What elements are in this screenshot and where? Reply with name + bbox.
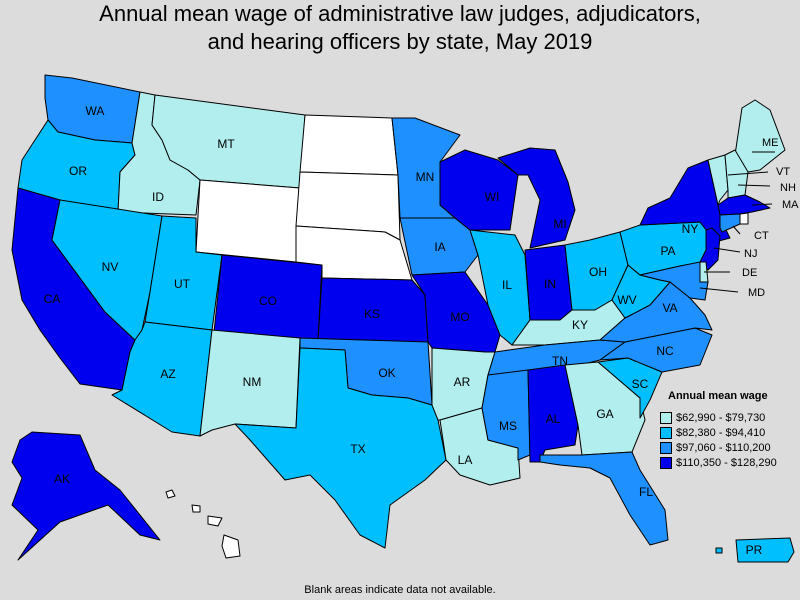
state-vt[interactable] — [707, 154, 729, 206]
state-label-wv: WV — [617, 293, 636, 307]
state-label-az: AZ — [160, 367, 175, 381]
map-legend: Annual mean wage $62,990 - $79,730 $82,38… — [660, 390, 800, 470]
state-label-in: IN — [544, 277, 556, 291]
legend-title: Annual mean wage — [668, 390, 768, 402]
state-ct[interactable] — [719, 213, 741, 233]
state-label-al: AL — [546, 412, 561, 426]
state-label-ct: CT — [754, 230, 769, 242]
state-ak[interactable] — [11, 431, 161, 561]
state-wy[interactable] — [195, 179, 301, 263]
legend-item: $62,990 - $79,730 — [660, 410, 800, 425]
state-label-ma: MA — [782, 199, 799, 211]
state-tx[interactable] — [234, 347, 447, 549]
state-nd[interactable] — [299, 114, 399, 176]
footnote: Blank areas indicate data not available. — [304, 584, 496, 596]
state-label-me: ME — [762, 137, 779, 149]
state-nj[interactable] — [699, 227, 721, 271]
state-label-mn: MN — [416, 170, 435, 184]
legend-item: $110,350 - $128,290 — [660, 455, 800, 470]
state-label-or: OR — [69, 164, 87, 178]
state-label-sc: SC — [632, 377, 649, 391]
state-pr[interactable] — [715, 537, 795, 563]
legend-swatch — [660, 426, 672, 439]
state-label-co: CO — [259, 294, 277, 308]
state-label-nm: NM — [243, 375, 262, 389]
state-label-ut: UT — [174, 277, 191, 291]
state-label-mi: MI — [553, 217, 566, 231]
legend-item: $97,060 - $110,200 — [660, 440, 800, 455]
state-label-nv: NV — [102, 260, 119, 274]
state-label-ak: AK — [54, 472, 70, 486]
state-label-va: VA — [662, 301, 677, 315]
state-label-pr: PR — [746, 543, 763, 557]
state-label-wa: WA — [86, 104, 105, 118]
state-label-wi: WI — [485, 190, 500, 204]
state-label-nj: NJ — [744, 248, 757, 260]
state-label-de: DE — [742, 267, 757, 279]
state-label-ok: OK — [378, 366, 395, 380]
state-label-tx: TX — [350, 442, 365, 456]
state-label-ny: NY — [682, 222, 699, 236]
state-label-ks: KS — [364, 307, 380, 321]
legend-label: $97,060 - $110,200 — [676, 441, 771, 454]
state-md[interactable] — [639, 261, 709, 301]
legend-item: $82,380 - $94,410 — [660, 425, 800, 440]
state-label-oh: OH — [589, 265, 607, 279]
state-label-ar: AR — [454, 375, 471, 389]
legend-swatch — [660, 441, 672, 454]
legend-label: $110,350 - $128,290 — [676, 456, 777, 469]
state-label-ga: GA — [596, 407, 613, 421]
chart-title: Annual mean wage of administrative law j… — [0, 0, 800, 56]
state-label-la: LA — [458, 453, 473, 467]
state-label-nc: NC — [656, 344, 674, 358]
state-label-fl: FL — [639, 485, 653, 499]
state-ma[interactable] — [717, 194, 771, 216]
state-label-md: MD — [748, 287, 765, 299]
state-label-mt: MT — [217, 137, 235, 151]
state-ut[interactable] — [144, 215, 223, 331]
legend-label: $82,380 - $94,410 — [676, 426, 766, 439]
state-hi[interactable] — [165, 489, 241, 559]
title-line-2: and hearing officers by state, May 2019 — [207, 29, 593, 54]
legend-swatch — [660, 411, 672, 424]
state-ri[interactable] — [739, 212, 749, 225]
state-fl[interactable] — [539, 451, 669, 546]
legend-label: $62,990 - $79,730 — [676, 411, 766, 424]
state-label-ms: MS — [499, 419, 517, 433]
title-line-1: Annual mean wage of administrative law j… — [99, 1, 701, 26]
state-label-vt: VT — [776, 166, 790, 178]
state-label-pa: PA — [660, 244, 675, 258]
state-label-mo: MO — [450, 310, 469, 324]
state-label-ky: KY — [572, 318, 588, 332]
state-label-nh: NH — [780, 182, 796, 194]
state-label-tn: TN — [552, 354, 568, 368]
state-label-id: ID — [152, 190, 164, 204]
state-label-ia: IA — [434, 240, 445, 254]
state-wi[interactable] — [439, 149, 519, 231]
state-label-ca: CA — [44, 292, 61, 306]
state-mi[interactable] — [497, 147, 576, 249]
legend-swatch — [660, 456, 672, 469]
state-label-il: IL — [502, 278, 512, 292]
